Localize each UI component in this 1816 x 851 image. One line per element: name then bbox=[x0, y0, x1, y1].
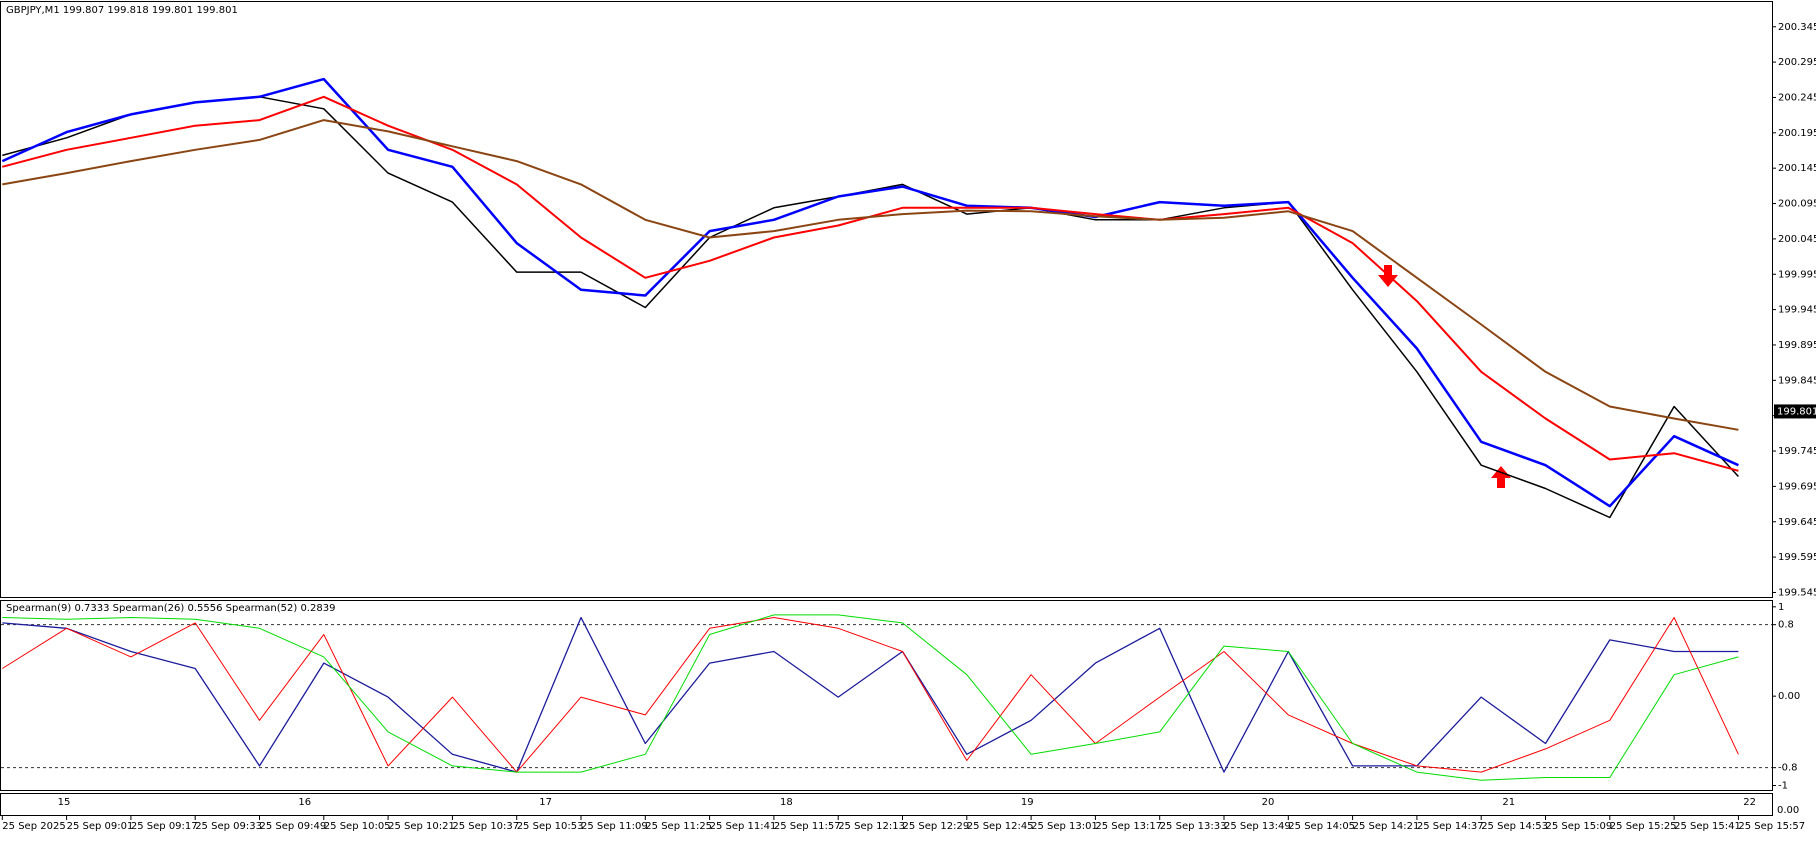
x-tick-label: 25 Sep 10:37 bbox=[452, 821, 519, 832]
day-marker: 19 bbox=[1021, 797, 1034, 808]
x-tick-label: 25 Sep 2025 bbox=[2, 821, 65, 832]
y-tick-label: 200.045 bbox=[1778, 234, 1816, 245]
x-tick-label: 25 Sep 12:45 bbox=[967, 821, 1034, 832]
x-tick-label: 25 Sep 15:41 bbox=[1674, 821, 1741, 832]
y-tick-label: 200.345 bbox=[1778, 22, 1816, 33]
day-marker: 15 bbox=[58, 797, 71, 808]
y-tick-label: 199.595 bbox=[1778, 552, 1816, 563]
x-tick-label: 25 Sep 11:41 bbox=[710, 821, 777, 832]
y-tick-label: 199.545 bbox=[1778, 587, 1816, 598]
y-tick-label: -0.8 bbox=[1778, 763, 1798, 774]
series-line bbox=[2, 95, 1739, 472]
y-tick-label: 0.8 bbox=[1778, 620, 1794, 631]
x-tick-label: 25 Sep 09:49 bbox=[260, 821, 327, 832]
x-tick-label: 25 Sep 15:57 bbox=[1738, 821, 1805, 832]
y-tick-label: 199.995 bbox=[1778, 269, 1816, 280]
day-marker: 16 bbox=[298, 797, 311, 808]
x-tick-label: 25 Sep 11:25 bbox=[645, 821, 712, 832]
indicator-title: Spearman(9) 0.7333 Spearman(26) 0.5556 S… bbox=[6, 603, 335, 614]
x-tick-label: 25 Sep 10:53 bbox=[517, 821, 584, 832]
x-tick-label: 25 Sep 10:21 bbox=[388, 821, 455, 832]
y-tick-label: 200.095 bbox=[1778, 199, 1816, 210]
x-tick-label: 25 Sep 13:49 bbox=[1224, 821, 1291, 832]
x-tick-label: 25 Sep 14:37 bbox=[1417, 821, 1484, 832]
series-line bbox=[2, 119, 1739, 431]
buy-arrow bbox=[1491, 466, 1511, 488]
price-panel bbox=[0, 1, 1773, 598]
day-marker: 20 bbox=[1262, 797, 1275, 808]
x-tick-label: 25 Sep 11:09 bbox=[581, 821, 648, 832]
y-tick-label: 200.295 bbox=[1778, 57, 1816, 68]
y-tick-label: 199.745 bbox=[1778, 446, 1816, 457]
x-tick-label: 25 Sep 14:21 bbox=[1353, 821, 1420, 832]
oscillator-panel bbox=[0, 600, 1773, 791]
x-tick-label: 25 Sep 13:01 bbox=[1031, 821, 1098, 832]
day-marker: 18 bbox=[780, 797, 793, 808]
y-tick-label: 199.945 bbox=[1778, 305, 1816, 316]
strip-panel bbox=[0, 793, 1773, 816]
x-tick-label: 25 Sep 14:53 bbox=[1481, 821, 1548, 832]
day-marker: 21 bbox=[1502, 797, 1515, 808]
x-tick-label: 25 Sep 09:17 bbox=[131, 821, 198, 832]
x-tick-label: 25 Sep 12:13 bbox=[838, 821, 905, 832]
y-tick-label: 199.895 bbox=[1778, 340, 1816, 351]
x-tick-label: 25 Sep 14:05 bbox=[1288, 821, 1355, 832]
y-tick-label: 0.00 bbox=[1778, 691, 1800, 702]
y-tick-label: 200.195 bbox=[1778, 128, 1816, 139]
y-tick-label: -1 bbox=[1778, 781, 1788, 792]
y-tick-label: 199.695 bbox=[1778, 481, 1816, 492]
series-line bbox=[2, 617, 1739, 773]
series-line bbox=[2, 614, 1739, 781]
x-tick-label: 25 Sep 13:33 bbox=[1160, 821, 1227, 832]
x-tick-label: 25 Sep 10:05 bbox=[324, 821, 391, 832]
y-tick-label: 199.845 bbox=[1778, 375, 1816, 386]
chart-title: GBPJPY,M1 199.807 199.818 199.801 199.80… bbox=[6, 5, 238, 16]
series-line bbox=[2, 96, 1739, 519]
x-tick-label: 25 Sep 15:09 bbox=[1546, 821, 1613, 832]
current-price-box bbox=[1774, 404, 1816, 419]
y-tick-label: 200.245 bbox=[1778, 92, 1816, 103]
y-tick-label: 199.645 bbox=[1778, 517, 1816, 528]
x-tick-label: 25 Sep 11:57 bbox=[774, 821, 841, 832]
current-price-label: 199.801 bbox=[1777, 406, 1816, 417]
day-marker: 22 bbox=[1743, 797, 1756, 808]
day-marker: 17 bbox=[539, 797, 552, 808]
strip-label: 0.00 bbox=[1777, 805, 1799, 816]
x-tick-label: 25 Sep 09:33 bbox=[195, 821, 262, 832]
x-tick-label: 25 Sep 12:29 bbox=[903, 821, 970, 832]
y-tick-label: 1 bbox=[1778, 602, 1784, 613]
x-tick-label: 25 Sep 15:25 bbox=[1610, 821, 1677, 832]
series-line bbox=[2, 616, 1739, 773]
y-tick-label: 200.145 bbox=[1778, 163, 1816, 174]
x-tick-label: 25 Sep 13:17 bbox=[1095, 821, 1162, 832]
series-line bbox=[1, 77, 1739, 508]
x-tick-label: 25 Sep 09:01 bbox=[67, 821, 134, 832]
